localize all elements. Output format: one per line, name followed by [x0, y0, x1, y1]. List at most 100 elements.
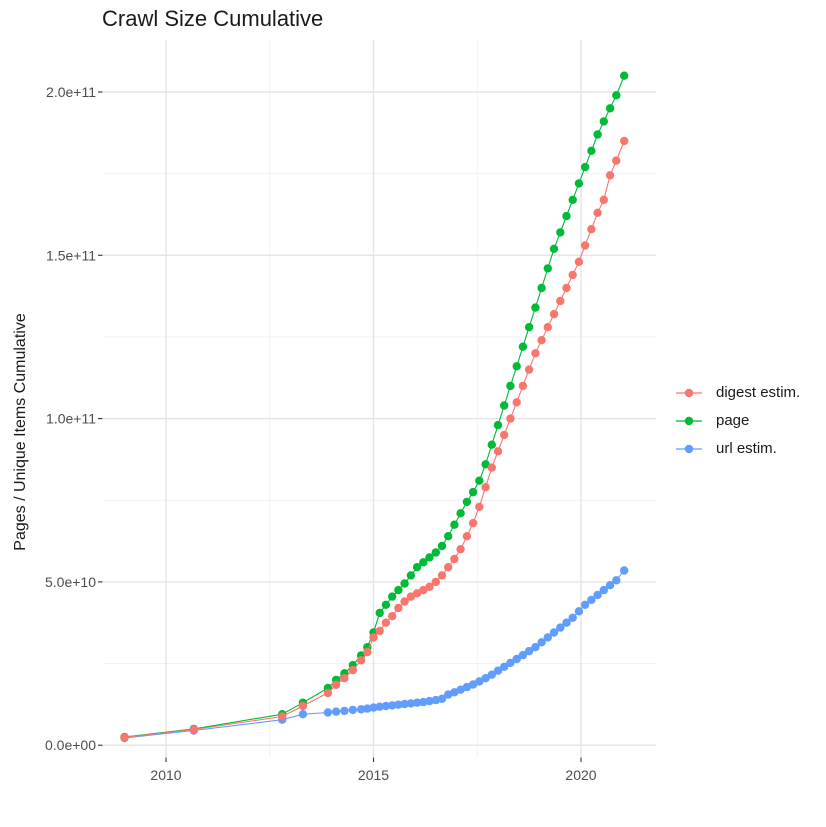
- data-point-url-estim: [412, 698, 422, 707]
- data-point-page: [388, 592, 397, 601]
- legend-item-url-estim: url estim.: [676, 438, 800, 459]
- data-point-page: [481, 460, 490, 469]
- data-point-url-estim: [549, 628, 559, 637]
- data-point-page: [419, 558, 428, 567]
- data-point-digest-estim: [437, 571, 447, 580]
- data-point-page: [556, 228, 565, 237]
- data-point-digest-estim: [620, 136, 629, 146]
- data-point-digest-estim: [481, 483, 490, 492]
- chart-title: Crawl Size Cumulative: [102, 6, 324, 31]
- data-point-page: [394, 585, 403, 595]
- data-point-page: [456, 509, 465, 518]
- data-point-page: [375, 608, 384, 618]
- data-point-url-estim: [487, 670, 496, 679]
- data-point-digest-estim: [580, 241, 590, 250]
- data-point-url-estim: [298, 710, 308, 719]
- data-point-digest-estim: [431, 577, 440, 587]
- legend-label: page: [716, 412, 750, 429]
- data-point-url-estim: [612, 576, 621, 585]
- data-point-digest-estim: [388, 612, 397, 621]
- data-point-page: [437, 541, 447, 551]
- data-point-url-estim: [543, 633, 552, 642]
- data-point-digest-estim: [599, 195, 608, 204]
- data-point-digest-estim: [493, 447, 503, 456]
- data-point-digest-estim: [549, 309, 559, 319]
- data-point-page: [400, 579, 409, 588]
- data-point-digest-estim: [450, 554, 459, 564]
- data-point-url-estim: [456, 685, 465, 694]
- y-tick-label: 1.5e+11: [46, 247, 96, 263]
- data-point-digest-estim: [531, 349, 540, 358]
- legend-label: url estim.: [716, 440, 777, 457]
- data-point-page: [612, 91, 621, 100]
- data-point-url-estim: [556, 623, 565, 632]
- data-point-url-estim: [518, 650, 528, 660]
- data-point-digest-estim: [487, 463, 496, 472]
- data-point-digest-estim: [412, 589, 422, 598]
- x-tick-label: 2020: [565, 767, 596, 783]
- data-point-page: [593, 130, 602, 139]
- data-point-url-estim: [369, 703, 378, 712]
- data-point-page: [549, 244, 559, 253]
- data-point-page: [475, 476, 484, 485]
- data-point-page: [450, 520, 459, 529]
- series-line-digest-estim: [124, 140, 625, 738]
- data-point-url-estim: [388, 701, 397, 710]
- data-point-page: [506, 381, 515, 391]
- data-point-page: [468, 487, 478, 497]
- legend-key-icon: [676, 416, 702, 425]
- y-tick-label: 0.0e+00: [45, 737, 96, 753]
- data-point-page: [605, 104, 615, 113]
- data-point-digest-estim: [587, 225, 596, 234]
- data-point-digest-estim: [605, 171, 615, 180]
- data-point-digest-estim: [462, 532, 472, 541]
- data-point-digest-estim: [468, 518, 478, 528]
- data-point-digest-estim: [518, 381, 528, 391]
- data-point-url-estim: [562, 618, 571, 627]
- data-point-url-estim: [531, 643, 540, 652]
- data-point-digest-estim: [556, 296, 565, 306]
- data-point-url-estim: [356, 705, 366, 714]
- x-tick-label: 2015: [358, 767, 389, 783]
- data-point-page: [381, 600, 391, 609]
- data-point-digest-estim: [543, 323, 552, 332]
- data-point-url-estim: [580, 600, 590, 609]
- data-point-page: [406, 571, 416, 580]
- legend-item-digest-estim: digest estim.: [676, 382, 800, 403]
- y-tick-label: 2.0e+11: [46, 84, 96, 100]
- data-point-digest-estim: [562, 283, 571, 293]
- data-point-page: [587, 146, 596, 155]
- data-point-url-estim: [348, 705, 357, 715]
- data-point-url-estim: [500, 662, 509, 671]
- data-point-url-estim: [419, 697, 428, 707]
- legend-label: digest estim.: [716, 384, 801, 401]
- data-point-digest-estim: [120, 733, 129, 742]
- data-point-url-estim: [475, 677, 484, 686]
- data-point-url-estim: [574, 607, 584, 616]
- data-point-digest-estim: [568, 270, 577, 280]
- data-point-digest-estim: [593, 208, 602, 217]
- data-point-page: [500, 401, 509, 410]
- legend-key-icon: [676, 444, 702, 453]
- data-point-url-estim: [425, 696, 434, 706]
- data-point-url-estim: [331, 707, 341, 716]
- data-point-url-estim: [506, 658, 515, 668]
- data-point-url-estim: [537, 638, 546, 647]
- data-point-url-estim: [400, 699, 409, 709]
- y-tick-label: 5.0e+10: [45, 574, 96, 590]
- data-point-url-estim: [481, 674, 490, 683]
- data-point-digest-estim: [506, 414, 515, 423]
- data-point-page: [462, 497, 472, 507]
- data-point-page: [531, 303, 540, 312]
- data-point-url-estim: [394, 700, 403, 709]
- data-point-page: [512, 362, 521, 371]
- data-point-digest-estim: [394, 603, 403, 613]
- data-point-digest-estim: [400, 597, 409, 606]
- data-point-url-estim: [620, 566, 629, 575]
- data-point-page: [620, 71, 629, 80]
- data-point-page: [537, 283, 546, 293]
- data-point-digest-estim: [189, 725, 198, 734]
- data-point-url-estim: [605, 581, 615, 590]
- data-point-url-estim: [381, 701, 391, 711]
- data-point-digest-estim: [348, 665, 357, 675]
